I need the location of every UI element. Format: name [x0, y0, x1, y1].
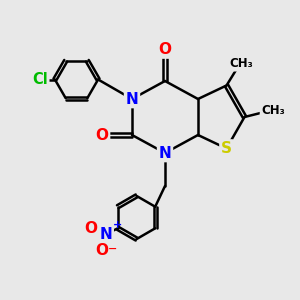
Text: N: N: [126, 92, 138, 106]
Text: CH₃: CH₃: [230, 57, 254, 70]
Text: O: O: [84, 221, 97, 236]
Text: O: O: [95, 243, 108, 258]
Text: CH₃: CH₃: [261, 104, 285, 117]
Text: Cl: Cl: [32, 72, 48, 87]
Text: N: N: [99, 227, 112, 242]
Text: O: O: [158, 42, 172, 57]
Text: +: +: [112, 220, 122, 230]
Text: O: O: [95, 128, 109, 142]
Text: S: S: [221, 141, 232, 156]
Text: −: −: [108, 244, 117, 254]
Text: N: N: [159, 146, 171, 160]
